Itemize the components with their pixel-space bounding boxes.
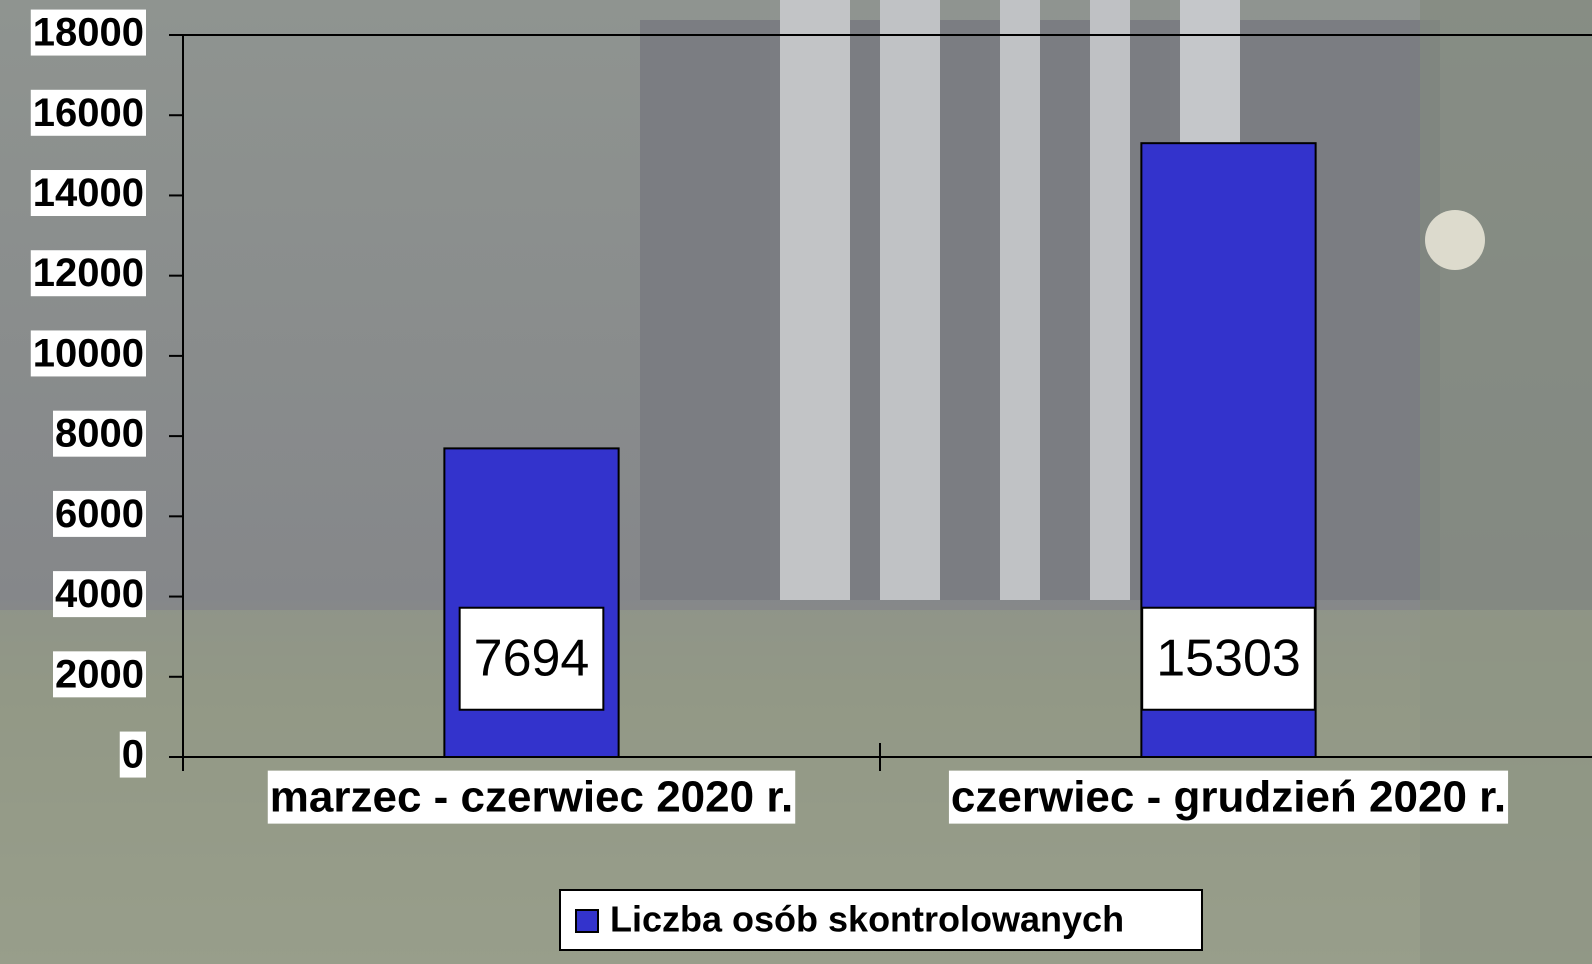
label-background	[458, 606, 605, 711]
y-tick-label: 12000	[33, 251, 144, 295]
y-tick-label: 16000	[33, 91, 144, 135]
legend: Liczba osób skontrolowanych	[559, 889, 1203, 951]
legend-swatch	[575, 909, 599, 933]
y-tick-label: 18000	[33, 11, 144, 55]
label-background	[30, 250, 146, 297]
value-label: 15303	[1156, 630, 1301, 688]
label-background	[1141, 606, 1316, 711]
label-background	[53, 571, 146, 618]
y-tick-label: 0	[122, 733, 144, 777]
y-tick-label: 4000	[55, 572, 144, 616]
label-background	[30, 330, 146, 377]
y-tick-label: 8000	[55, 412, 144, 456]
legend-label: Liczba osób skontrolowanych	[610, 899, 1124, 940]
label-background	[30, 9, 146, 56]
label-background	[119, 731, 146, 778]
y-tick-label: 6000	[55, 492, 144, 536]
label-background	[948, 770, 1509, 824]
label-background	[267, 770, 796, 824]
label-background	[53, 651, 146, 698]
label-background	[30, 89, 146, 136]
value-label: 7694	[474, 630, 590, 688]
label-background	[30, 170, 146, 217]
label-background	[53, 490, 146, 537]
y-tick-label: 14000	[33, 171, 144, 215]
x-tick-label: marzec - czerwiec 2020 r.	[270, 773, 793, 822]
label-background	[53, 410, 146, 457]
y-tick-label: 10000	[33, 331, 144, 375]
legend-box	[559, 889, 1203, 951]
y-tick-label: 2000	[55, 652, 144, 696]
x-tick-label: czerwiec - grudzień 2020 r.	[951, 773, 1506, 822]
